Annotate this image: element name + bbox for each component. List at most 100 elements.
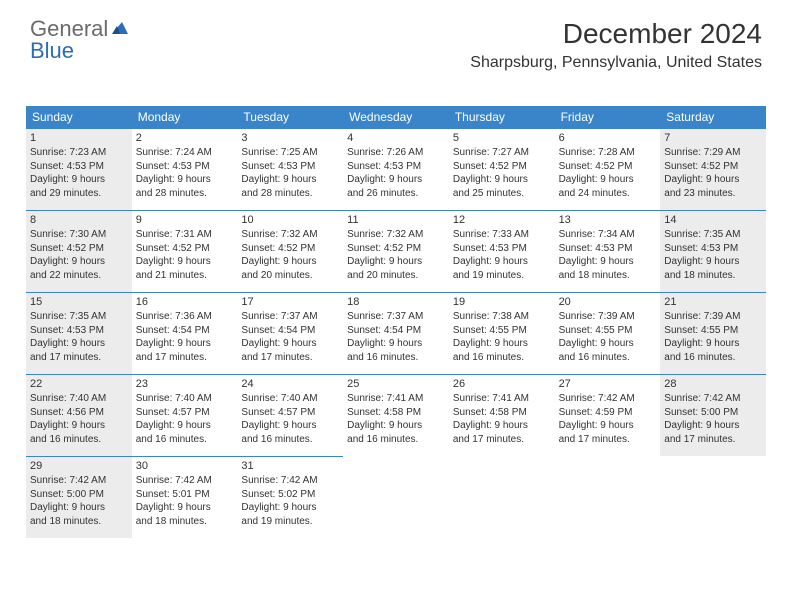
day-number: 25: [347, 378, 445, 390]
day-info: Sunrise: 7:42 AMSunset: 4:59 PMDaylight:…: [559, 392, 657, 446]
calendar-cell: 14 Sunrise: 7:35 AMSunset: 4:53 PMDayligh…: [660, 210, 766, 292]
day-info: Sunrise: 7:34 AMSunset: 4:53 PMDaylight:…: [559, 228, 657, 282]
calendar-cell: 30 Sunrise: 7:42 AMSunset: 5:01 PMDayligh…: [132, 456, 238, 538]
day-header: Sunday: [26, 106, 132, 128]
day-number: 31: [241, 460, 339, 472]
day-number: 3: [241, 132, 339, 144]
day-info: Sunrise: 7:37 AMSunset: 4:54 PMDaylight:…: [241, 310, 339, 364]
calendar-cell: 8Sunrise: 7:30 AMSunset: 4:52 PMDaylight…: [26, 210, 132, 292]
day-header: Friday: [555, 106, 661, 128]
calendar-cell: 15 Sunrise: 7:35 AMSunset: 4:53 PMDayligh…: [26, 292, 132, 374]
logo-sail-icon: [110, 16, 130, 41]
day-number: 29: [30, 460, 128, 472]
day-info: Sunrise: 7:27 AMSunset: 4:52 PMDaylight:…: [453, 146, 551, 200]
calendar-cell: 3 Sunrise: 7:25 AMSunset: 4:53 PMDaylight…: [237, 128, 343, 210]
day-info: Sunrise: 7:42 AMSunset: 5:00 PMDaylight:…: [30, 474, 128, 528]
calendar-cell: 12 Sunrise: 7:33 AMSunset: 4:53 PMDayligh…: [449, 210, 555, 292]
calendar-cell: 1 Sunrise: 7:23 AMSunset: 4:53 PMDaylight…: [26, 128, 132, 210]
day-info: Sunrise: 7:25 AMSunset: 4:53 PMDaylight:…: [241, 146, 339, 200]
day-number: 14: [664, 214, 762, 226]
day-number: 1: [30, 132, 128, 144]
calendar-cell: 23Sunrise: 7:40 AMSunset: 4:57 PMDayligh…: [132, 374, 238, 456]
day-header: Tuesday: [237, 106, 343, 128]
day-info: Sunrise: 7:35 AMSunset: 4:53 PMDaylight:…: [664, 228, 762, 282]
calendar-cell: 4Sunrise: 7:26 AMSunset: 4:53 PMDaylight…: [343, 128, 449, 210]
day-info: Sunrise: 7:38 AMSunset: 4:55 PMDaylight:…: [453, 310, 551, 364]
calendar-cell: 7 Sunrise: 7:29 AMSunset: 4:52 PMDaylight…: [660, 128, 766, 210]
day-number: 11: [347, 214, 445, 226]
calendar-cell-empty: [555, 456, 661, 538]
calendar-cell: 13 Sunrise: 7:34 AMSunset: 4:53 PMDayligh…: [555, 210, 661, 292]
day-number: 7: [664, 132, 762, 144]
calendar-cell: 6 Sunrise: 7:28 AMSunset: 4:52 PMDaylight…: [555, 128, 661, 210]
logo-text: General Blue: [30, 18, 130, 62]
day-number: 19: [453, 296, 551, 308]
calendar-cell: 2Sunrise: 7:24 AMSunset: 4:53 PMDaylight…: [132, 128, 238, 210]
calendar-cell: 31 Sunrise: 7:42 AMSunset: 5:02 PMDayligh…: [237, 456, 343, 538]
day-info: Sunrise: 7:42 AMSunset: 5:02 PMDaylight:…: [241, 474, 339, 528]
day-info: Sunrise: 7:40 AMSunset: 4:57 PMDaylight:…: [136, 392, 234, 446]
day-info: Sunrise: 7:40 AMSunset: 4:57 PMDaylight:…: [241, 392, 339, 446]
logo: General Blue: [30, 18, 130, 62]
calendar-cell: 18 Sunrise: 7:37 AMSunset: 4:54 PMDayligh…: [343, 292, 449, 374]
page-header: December 2024 Sharpsburg, Pennsylvania, …: [470, 18, 762, 72]
calendar-cell: 19 Sunrise: 7:38 AMSunset: 4:55 PMDayligh…: [449, 292, 555, 374]
day-info: Sunrise: 7:29 AMSunset: 4:52 PMDaylight:…: [664, 146, 762, 200]
calendar-cell: 5 Sunrise: 7:27 AMSunset: 4:52 PMDaylight…: [449, 128, 555, 210]
day-number: 15: [30, 296, 128, 308]
day-info: Sunrise: 7:28 AMSunset: 4:52 PMDaylight:…: [559, 146, 657, 200]
day-number: 18: [347, 296, 445, 308]
day-info: Sunrise: 7:42 AMSunset: 5:01 PMDaylight:…: [136, 474, 234, 528]
day-info: Sunrise: 7:36 AMSunset: 4:54 PMDaylight:…: [136, 310, 234, 364]
day-number: 13: [559, 214, 657, 226]
day-header: Wednesday: [343, 106, 449, 128]
day-number: 5: [453, 132, 551, 144]
day-number: 26: [453, 378, 551, 390]
calendar-cell-empty: [660, 456, 766, 538]
calendar-cell: 9Sunrise: 7:31 AMSunset: 4:52 PMDaylight…: [132, 210, 238, 292]
calendar-cell: 28 Sunrise: 7:42 AMSunset: 5:00 PMDayligh…: [660, 374, 766, 456]
day-info: Sunrise: 7:41 AMSunset: 4:58 PMDaylight:…: [453, 392, 551, 446]
page-location: Sharpsburg, Pennsylvania, United States: [470, 54, 762, 72]
day-number: 22: [30, 378, 128, 390]
day-info: Sunrise: 7:33 AMSunset: 4:53 PMDaylight:…: [453, 228, 551, 282]
calendar-grid: SundayMondayTuesdayWednesdayThursdayFrid…: [26, 106, 766, 538]
calendar-cell: 26 Sunrise: 7:41 AMSunset: 4:58 PMDayligh…: [449, 374, 555, 456]
day-number: 28: [664, 378, 762, 390]
day-number: 12: [453, 214, 551, 226]
day-info: Sunrise: 7:32 AMSunset: 4:52 PMDaylight:…: [347, 228, 445, 282]
day-info: Sunrise: 7:41 AMSunset: 4:58 PMDaylight:…: [347, 392, 445, 446]
calendar-cell: 16 Sunrise: 7:36 AMSunset: 4:54 PMDayligh…: [132, 292, 238, 374]
day-number: 6: [559, 132, 657, 144]
page-title: December 2024: [470, 18, 762, 50]
day-info: Sunrise: 7:42 AMSunset: 5:00 PMDaylight:…: [664, 392, 762, 446]
day-info: Sunrise: 7:39 AMSunset: 4:55 PMDaylight:…: [664, 310, 762, 364]
calendar-cell: 20Sunrise: 7:39 AMSunset: 4:55 PMDayligh…: [555, 292, 661, 374]
calendar-cell: 17 Sunrise: 7:37 AMSunset: 4:54 PMDayligh…: [237, 292, 343, 374]
day-info: Sunrise: 7:35 AMSunset: 4:53 PMDaylight:…: [30, 310, 128, 364]
day-info: Sunrise: 7:24 AMSunset: 4:53 PMDaylight:…: [136, 146, 234, 200]
day-number: 10: [241, 214, 339, 226]
calendar-cell: 10 Sunrise: 7:32 AMSunset: 4:52 PMDayligh…: [237, 210, 343, 292]
day-info: Sunrise: 7:30 AMSunset: 4:52 PMDaylight:…: [30, 228, 128, 282]
logo-blue: Blue: [30, 40, 130, 62]
day-info: Sunrise: 7:23 AMSunset: 4:53 PMDaylight:…: [30, 146, 128, 200]
calendar-cell-empty: [449, 456, 555, 538]
calendar-cell: 22 Sunrise: 7:40 AMSunset: 4:56 PMDayligh…: [26, 374, 132, 456]
day-info: Sunrise: 7:40 AMSunset: 4:56 PMDaylight:…: [30, 392, 128, 446]
calendar-cell: 27 Sunrise: 7:42 AMSunset: 4:59 PMDayligh…: [555, 374, 661, 456]
day-header: Monday: [132, 106, 238, 128]
day-number: 4: [347, 132, 445, 144]
day-info: Sunrise: 7:37 AMSunset: 4:54 PMDaylight:…: [347, 310, 445, 364]
calendar-cell: 25 Sunrise: 7:41 AMSunset: 4:58 PMDayligh…: [343, 374, 449, 456]
day-number: 27: [559, 378, 657, 390]
day-number: 24: [241, 378, 339, 390]
day-number: 30: [136, 460, 234, 472]
day-number: 16: [136, 296, 234, 308]
day-header: Saturday: [660, 106, 766, 128]
day-number: 17: [241, 296, 339, 308]
calendar-cell: 11 Sunrise: 7:32 AMSunset: 4:52 PMDayligh…: [343, 210, 449, 292]
calendar-cell: 21 Sunrise: 7:39 AMSunset: 4:55 PMDayligh…: [660, 292, 766, 374]
day-number: 21: [664, 296, 762, 308]
day-info: Sunrise: 7:32 AMSunset: 4:52 PMDaylight:…: [241, 228, 339, 282]
